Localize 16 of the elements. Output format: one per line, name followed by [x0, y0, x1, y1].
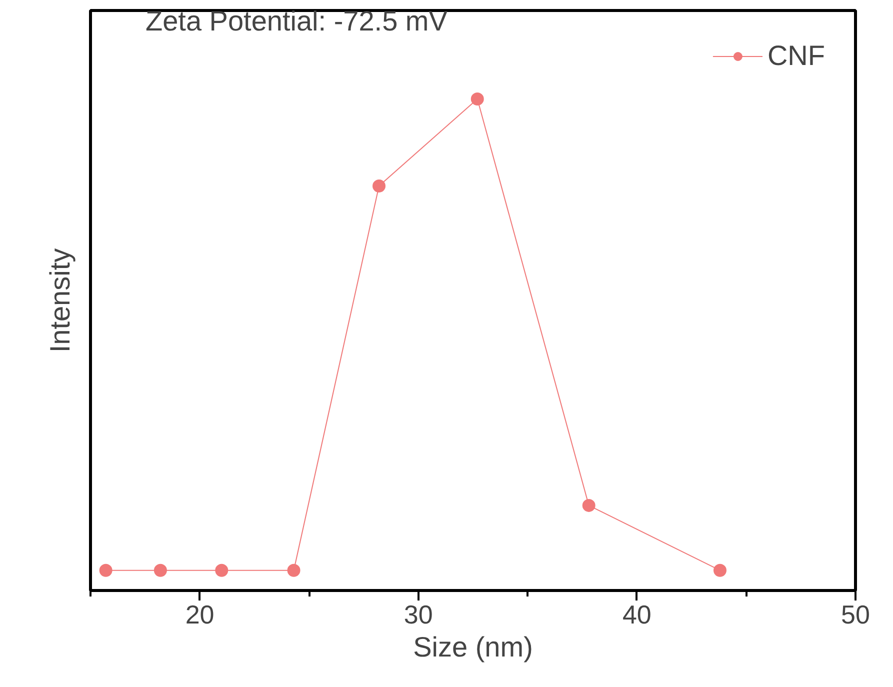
- x-axis-title: Size (nm): [413, 632, 533, 662]
- x-tick-label: 40: [622, 600, 652, 630]
- y-axis-title: Intensity: [44, 248, 76, 353]
- x-tick-label: 30: [404, 600, 433, 630]
- legend-label: CNF: [767, 40, 825, 72]
- text: Zeta Potential: -72.5 mV: [146, 6, 448, 36]
- point: [154, 564, 167, 577]
- point: [372, 179, 386, 192]
- point: [99, 564, 112, 577]
- point: [713, 564, 726, 577]
- point: [470, 92, 484, 106]
- point: [287, 564, 300, 577]
- x-tick-label: 50: [841, 600, 870, 630]
- x-tick-label: 20: [185, 600, 214, 630]
- point: [215, 564, 228, 577]
- point: [582, 498, 596, 512]
